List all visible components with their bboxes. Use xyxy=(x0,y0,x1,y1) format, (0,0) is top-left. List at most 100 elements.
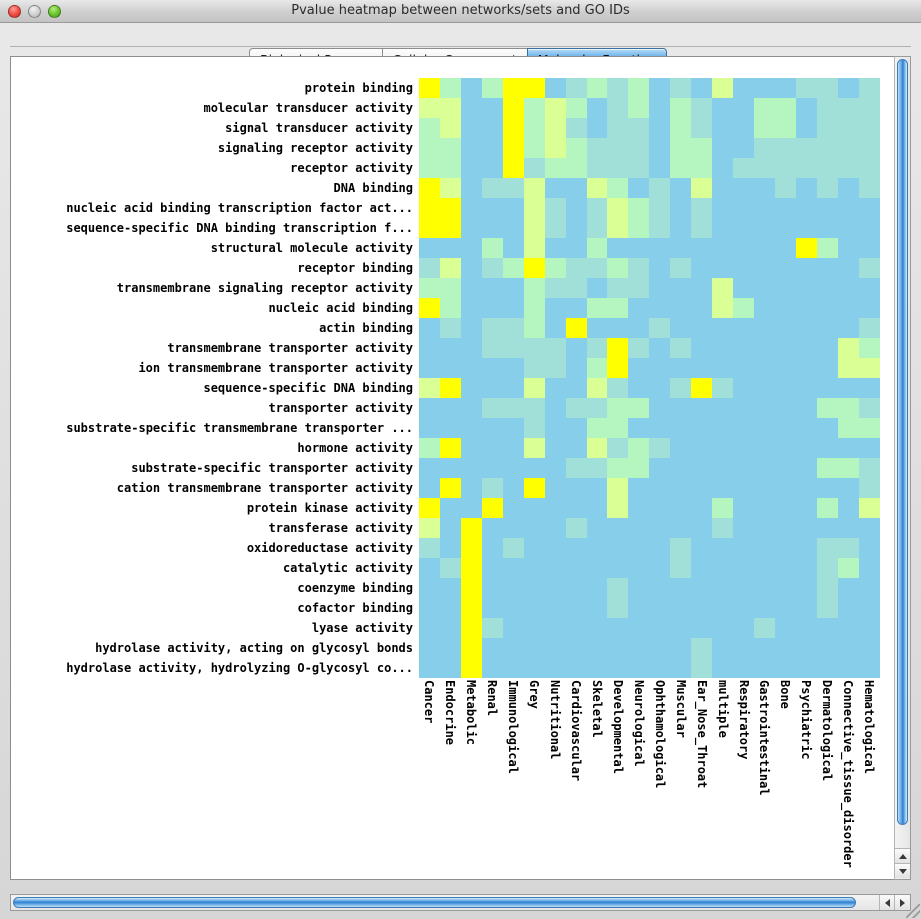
heatmap-cell[interactable] xyxy=(837,578,859,598)
heatmap-cell[interactable] xyxy=(837,98,859,118)
heatmap-cell[interactable] xyxy=(523,498,545,518)
heatmap-cell[interactable] xyxy=(544,458,566,478)
heatmap-cell[interactable] xyxy=(628,98,650,118)
heatmap-cell[interactable] xyxy=(628,498,650,518)
heatmap-cell[interactable] xyxy=(565,658,587,678)
heatmap-cell[interactable] xyxy=(419,118,440,138)
heatmap-cell[interactable] xyxy=(502,338,524,358)
heatmap-cell[interactable] xyxy=(754,338,775,358)
heatmap-cell[interactable] xyxy=(691,318,713,338)
heatmap-cell[interactable] xyxy=(419,98,440,118)
heatmap-cell[interactable] xyxy=(649,558,671,578)
heatmap-cell[interactable] xyxy=(691,578,713,598)
heatmap-cell[interactable] xyxy=(670,498,692,518)
heatmap-cell[interactable] xyxy=(502,178,524,198)
heatmap-cell[interactable] xyxy=(858,378,880,398)
heatmap-cell[interactable] xyxy=(628,398,650,418)
heatmap-cell[interactable] xyxy=(774,638,796,658)
heatmap-cell[interactable] xyxy=(733,218,754,238)
heatmap-cell[interactable] xyxy=(523,638,545,658)
heatmap-cell[interactable] xyxy=(502,618,524,638)
heatmap-cell[interactable] xyxy=(837,478,859,498)
heatmap-cell[interactable] xyxy=(754,458,775,478)
heatmap-cell[interactable] xyxy=(419,558,440,578)
heatmap-cell[interactable] xyxy=(460,358,482,378)
heatmap-cell[interactable] xyxy=(733,378,754,398)
heatmap-cell[interactable] xyxy=(460,198,482,218)
heatmap-cell[interactable] xyxy=(481,438,503,458)
heatmap-cell[interactable] xyxy=(502,418,524,438)
heatmap-cell[interactable] xyxy=(628,618,650,638)
heatmap-cell[interactable] xyxy=(460,298,482,318)
heatmap-cell[interactable] xyxy=(628,118,650,138)
heatmap-cell[interactable] xyxy=(628,418,650,438)
heatmap-cell[interactable] xyxy=(837,218,859,238)
heatmap-cell[interactable] xyxy=(712,398,734,418)
heatmap-cell[interactable] xyxy=(607,658,629,678)
heatmap-grid[interactable] xyxy=(419,78,880,678)
heatmap-cell[interactable] xyxy=(795,638,817,658)
heatmap-cell[interactable] xyxy=(565,258,587,278)
maximize-button[interactable] xyxy=(48,5,61,18)
heatmap-cell[interactable] xyxy=(419,378,440,398)
heatmap-cell[interactable] xyxy=(816,498,838,518)
heatmap-cell[interactable] xyxy=(607,258,629,278)
heatmap-cell[interactable] xyxy=(858,598,880,618)
heatmap-cell[interactable] xyxy=(691,398,713,418)
heatmap-cell[interactable] xyxy=(816,638,838,658)
heatmap-cell[interactable] xyxy=(460,278,482,298)
heatmap-cell[interactable] xyxy=(733,538,754,558)
heatmap-cell[interactable] xyxy=(607,418,629,438)
heatmap-cell[interactable] xyxy=(733,618,754,638)
heatmap-cell[interactable] xyxy=(774,358,796,378)
heatmap-cell[interactable] xyxy=(858,658,880,678)
heatmap-cell[interactable] xyxy=(816,418,838,438)
heatmap-cell[interactable] xyxy=(795,218,817,238)
heatmap-cell[interactable] xyxy=(586,618,608,638)
heatmap-cell[interactable] xyxy=(607,538,629,558)
heatmap-cell[interactable] xyxy=(795,618,817,638)
heatmap-cell[interactable] xyxy=(628,238,650,258)
heatmap-cell[interactable] xyxy=(565,618,587,638)
heatmap-cell[interactable] xyxy=(816,458,838,478)
heatmap-cell[interactable] xyxy=(523,538,545,558)
heatmap-cell[interactable] xyxy=(816,318,838,338)
heatmap-cell[interactable] xyxy=(670,318,692,338)
heatmap-cell[interactable] xyxy=(523,558,545,578)
heatmap-cell[interactable] xyxy=(481,278,503,298)
heatmap-cell[interactable] xyxy=(649,498,671,518)
heatmap-cell[interactable] xyxy=(628,518,650,538)
vertical-scrollbar-thumb[interactable] xyxy=(897,59,908,825)
heatmap-cell[interactable] xyxy=(691,558,713,578)
heatmap-cell[interactable] xyxy=(733,178,754,198)
heatmap-cell[interactable] xyxy=(712,138,734,158)
heatmap-cell[interactable] xyxy=(544,598,566,618)
heatmap-cell[interactable] xyxy=(795,498,817,518)
heatmap-cell[interactable] xyxy=(858,278,880,298)
heatmap-cell[interactable] xyxy=(481,558,503,578)
heatmap-cell[interactable] xyxy=(649,398,671,418)
heatmap-cell[interactable] xyxy=(523,478,545,498)
heatmap-cell[interactable] xyxy=(460,558,482,578)
heatmap-cell[interactable] xyxy=(774,118,796,138)
heatmap-cell[interactable] xyxy=(816,118,838,138)
heatmap-cell[interactable] xyxy=(439,478,461,498)
vertical-scrollbar[interactable] xyxy=(894,56,911,880)
heatmap-cell[interactable] xyxy=(565,518,587,538)
heatmap-cell[interactable] xyxy=(754,598,775,618)
heatmap-cell[interactable] xyxy=(754,298,775,318)
heatmap-cell[interactable] xyxy=(565,238,587,258)
heatmap-cell[interactable] xyxy=(586,658,608,678)
heatmap-cell[interactable] xyxy=(795,358,817,378)
heatmap-cell[interactable] xyxy=(754,538,775,558)
heatmap-cell[interactable] xyxy=(754,638,775,658)
heatmap-cell[interactable] xyxy=(816,598,838,618)
heatmap-cell[interactable] xyxy=(460,158,482,178)
heatmap-cell[interactable] xyxy=(565,98,587,118)
heatmap-cell[interactable] xyxy=(607,518,629,538)
heatmap-cell[interactable] xyxy=(628,198,650,218)
heatmap-cell[interactable] xyxy=(670,418,692,438)
heatmap-cell[interactable] xyxy=(523,78,545,98)
heatmap-cell[interactable] xyxy=(754,358,775,378)
heatmap-cell[interactable] xyxy=(712,218,734,238)
